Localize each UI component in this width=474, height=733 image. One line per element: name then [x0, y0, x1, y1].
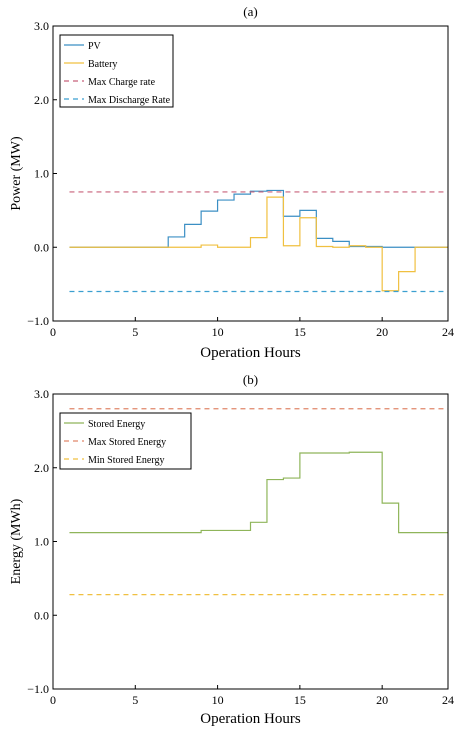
x-axis-label: Operation Hours — [200, 711, 301, 727]
y-axis-label: Power (MW) — [9, 136, 24, 211]
chart-panel-a: 0 5 10 15 20 24 −1.0 0.0 1.0 2.0 3.0 (a) Operation H… — [9, 4, 454, 361]
y-tick-label: 3.0 — [34, 19, 49, 33]
y-tick-label: 1.0 — [34, 535, 49, 549]
legend-label: Battery — [88, 59, 117, 70]
legend-label: Max Charge rate — [88, 77, 156, 88]
x-tick-label: 24 — [442, 325, 454, 339]
series-line-battery — [69, 196, 448, 292]
y-tick-label: −1.0 — [27, 682, 49, 696]
legend-label: Max Stored Energy — [88, 437, 166, 448]
x-tick-label: 24 — [442, 693, 454, 707]
legend-label: Max Discharge Rate — [88, 95, 171, 106]
x-axis-label: Operation Hours — [200, 345, 301, 361]
legend-label: Stored Energy — [88, 419, 145, 430]
y-tick-label: 0.0 — [34, 608, 49, 622]
x-tick-label: 20 — [376, 325, 388, 339]
y-axis-label: Energy (MWh) — [9, 498, 24, 584]
chart-panel-b: 0 5 10 15 20 24 −1.0 0.0 1.0 2.0 3.0 (b) Operation H… — [9, 372, 454, 727]
series-group — [69, 408, 448, 596]
y-tick-label: 0.0 — [34, 240, 49, 254]
series-group — [69, 189, 448, 293]
x-tick-label: 20 — [376, 693, 388, 707]
x-tick-label: 5 — [132, 693, 138, 707]
y-tick-label: 2.0 — [34, 461, 49, 475]
x-tick-label: 0 — [50, 325, 56, 339]
x-tick-label: 10 — [212, 693, 224, 707]
x-tick-label: 5 — [132, 325, 138, 339]
x-tick-label: 15 — [294, 693, 306, 707]
x-tick-label: 15 — [294, 325, 306, 339]
y-tick-label: −1.0 — [27, 314, 49, 328]
legend-box — [59, 34, 174, 108]
series-line-pv — [69, 189, 448, 248]
y-tick-label: 1.0 — [34, 167, 49, 181]
legend-label: Min Stored Energy — [88, 455, 164, 466]
x-tick-label: 10 — [212, 325, 224, 339]
legend: PV Battery Max Charge rate Max Discharge Ra… — [59, 34, 174, 108]
series-line-stored-energy — [69, 451, 448, 534]
x-tick-label: 0 — [50, 693, 56, 707]
chart-title: (b) — [243, 372, 258, 387]
y-tick-label: 3.0 — [34, 387, 49, 401]
legend-label: PV — [88, 41, 102, 52]
chart-title: (a) — [243, 4, 257, 19]
legend: Stored Energy Max Stored Energy Min Stored… — [59, 412, 192, 470]
y-tick-label: 2.0 — [34, 93, 49, 107]
legend-box — [59, 412, 192, 470]
